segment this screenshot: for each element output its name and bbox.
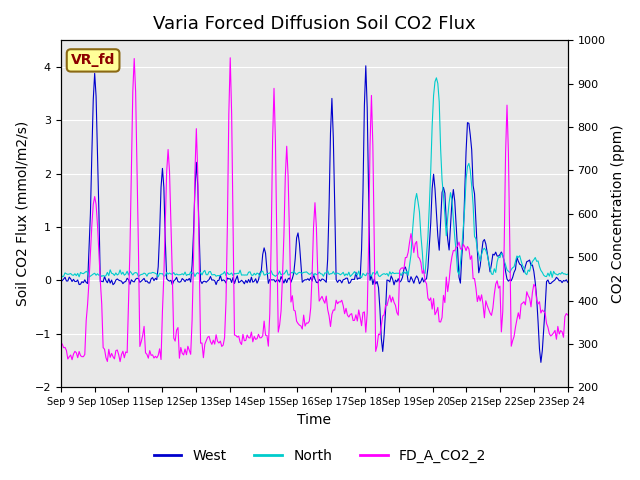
X-axis label: Time: Time	[297, 413, 332, 427]
Title: Varia Forced Diffusion Soil CO2 Flux: Varia Forced Diffusion Soil CO2 Flux	[153, 15, 476, 33]
Text: VR_fd: VR_fd	[71, 53, 115, 67]
Y-axis label: Soil CO2 Flux (mmol/m2/s): Soil CO2 Flux (mmol/m2/s)	[15, 121, 29, 306]
Y-axis label: CO2 Concentration (ppm): CO2 Concentration (ppm)	[611, 124, 625, 303]
Legend: West, North, FD_A_CO2_2: West, North, FD_A_CO2_2	[148, 443, 492, 468]
